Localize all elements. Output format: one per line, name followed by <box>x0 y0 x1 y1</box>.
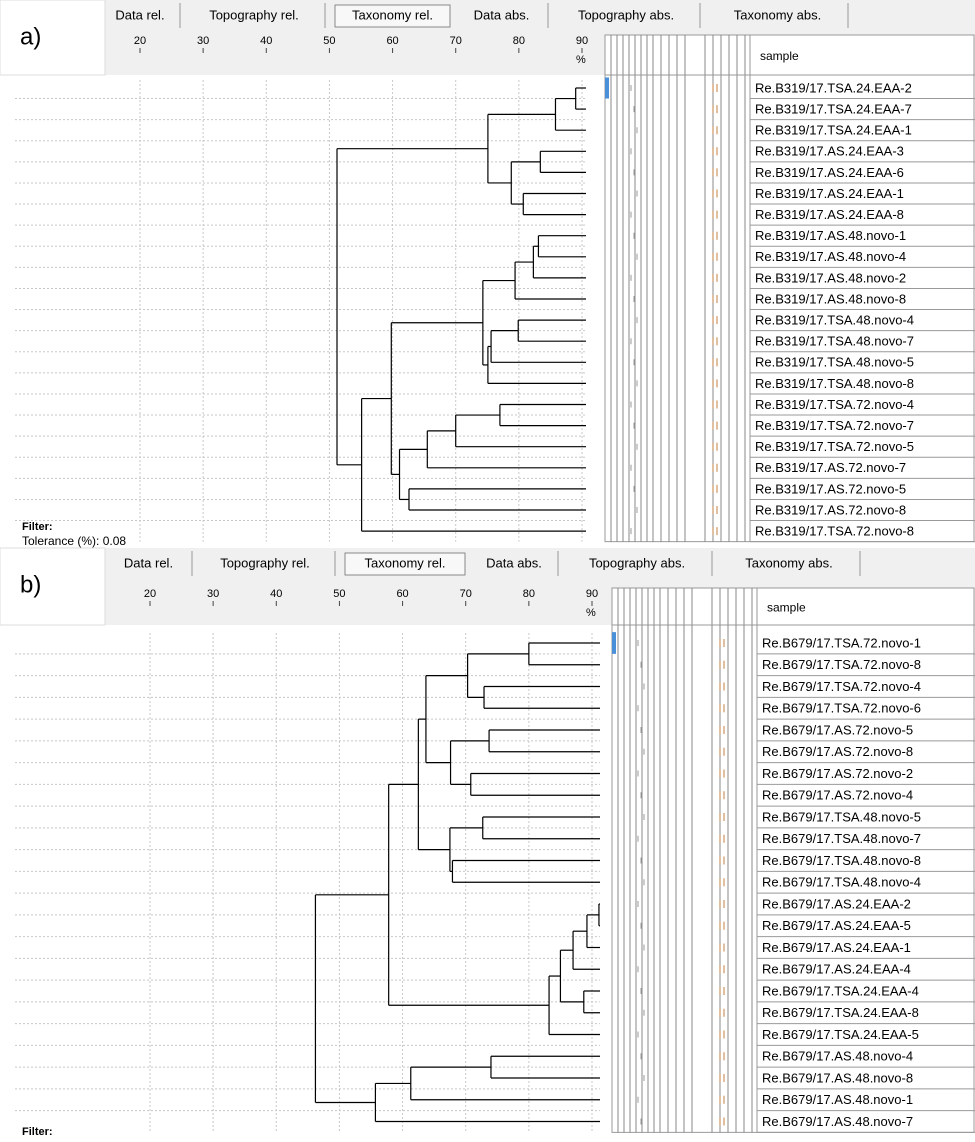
sample-name[interactable]: Re.B679/17.TSA.24.EAA-4 <box>762 983 919 998</box>
sample-name[interactable]: Re.B319/17.TSA.72.novo-5 <box>755 439 914 454</box>
column-header: sample <box>767 601 806 615</box>
x-tick-label: 80 <box>523 588 535 600</box>
x-tick-label: 20 <box>144 588 156 600</box>
sample-name[interactable]: Re.B319/17.AS.72.novo-7 <box>755 460 906 475</box>
sample-name[interactable]: Re.B679/17.AS.72.novo-2 <box>762 766 913 781</box>
dendrogram-area <box>10 80 588 542</box>
sample-name[interactable]: Re.B319/17.AS.48.novo-1 <box>755 228 906 243</box>
filter-label: Filter: <box>22 521 53 533</box>
label-box <box>0 548 105 625</box>
unit-label: % <box>576 54 586 66</box>
sample-name[interactable]: Re.B679/17.AS.24.EAA-2 <box>762 896 911 911</box>
x-tick-label: 30 <box>207 588 219 600</box>
sample-name[interactable]: Re.B319/17.TSA.72.novo-4 <box>755 397 914 412</box>
x-tick-label: 40 <box>260 35 272 47</box>
sample-name[interactable]: Re.B679/17.AS.72.novo-5 <box>762 722 913 737</box>
selection-marker <box>605 77 609 98</box>
sample-name[interactable]: Re.B679/17.AS.48.novo-4 <box>762 1049 913 1064</box>
sample-name[interactable]: Re.B679/17.TSA.24.EAA-8 <box>762 1005 919 1020</box>
x-tick-label: 90 <box>586 588 598 600</box>
sample-name[interactable]: Re.B679/17.AS.72.novo-8 <box>762 744 913 759</box>
sample-name[interactable]: Re.B679/17.TSA.48.novo-4 <box>762 875 921 890</box>
selection-marker <box>612 632 616 654</box>
x-tick-label: 50 <box>323 35 335 47</box>
panel-label: b) <box>20 571 41 598</box>
sample-name[interactable]: Re.B319/17.AS.48.novo-8 <box>755 291 906 306</box>
sample-name[interactable]: Re.B319/17.TSA.72.novo-7 <box>755 418 914 433</box>
sample-name[interactable]: Re.B319/17.AS.24.EAA-8 <box>755 207 904 222</box>
sample-name[interactable]: Re.B679/17.AS.48.novo-1 <box>762 1092 913 1107</box>
sample-name[interactable]: Re.B679/17.TSA.48.novo-5 <box>762 809 921 824</box>
sample-name[interactable]: Re.B319/17.TSA.72.novo-8 <box>755 524 914 539</box>
x-tick-label: 80 <box>513 35 525 47</box>
x-tick-label: 40 <box>270 588 282 600</box>
x-tick-label: 70 <box>460 588 472 600</box>
sample-name[interactable]: Re.B679/17.TSA.48.novo-7 <box>762 831 921 846</box>
x-tick-label: 20 <box>134 35 146 47</box>
sample-name[interactable]: Re.B679/17.AS.48.novo-8 <box>762 1070 913 1085</box>
sample-name[interactable]: Re.B319/17.AS.24.EAA-1 <box>755 186 904 201</box>
tab[interactable]: Taxonomy abs. <box>734 7 821 22</box>
sample-name[interactable]: Re.B679/17.TSA.72.novo-1 <box>762 635 921 650</box>
label-box <box>0 0 105 75</box>
sample-name[interactable]: Re.B679/17.TSA.24.EAA-5 <box>762 1027 919 1042</box>
sample-name[interactable]: Re.B319/17.TSA.48.novo-5 <box>755 355 914 370</box>
x-tick-label: 70 <box>450 35 462 47</box>
tab[interactable]: Data rel. <box>115 7 164 22</box>
sample-name[interactable]: Re.B679/17.TSA.72.novo-6 <box>762 701 921 716</box>
sample-name[interactable]: Re.B679/17.TSA.48.novo-8 <box>762 853 921 868</box>
tab[interactable]: Data rel. <box>124 555 173 570</box>
sample-name[interactable]: Re.B319/17.AS.72.novo-5 <box>755 481 906 496</box>
tab[interactable]: Topography rel. <box>220 555 310 570</box>
x-tick-label: 30 <box>197 35 209 47</box>
tab[interactable]: Taxonomy rel. <box>365 555 446 570</box>
panel: a) Data rel. Topography rel. Taxonomy rel. D… <box>0 0 975 548</box>
sample-name[interactable]: Re.B679/17.TSA.72.novo-4 <box>762 679 921 694</box>
screenshot: a) Data rel. Topography rel. Taxonomy rel. D… <box>0 0 975 1142</box>
sample-name[interactable]: Re.B319/17.AS.24.EAA-3 <box>755 144 904 159</box>
tab[interactable]: Topography abs. <box>589 555 685 570</box>
column-header: sample <box>760 49 799 63</box>
tab[interactable]: Taxonomy abs. <box>745 555 832 570</box>
sample-name[interactable]: Re.B319/17.AS.48.novo-4 <box>755 249 906 264</box>
sample-name[interactable]: Re.B319/17.AS.48.novo-2 <box>755 270 906 285</box>
sample-name[interactable]: Re.B319/17.TSA.24.EAA-2 <box>755 80 912 95</box>
x-tick-label: 50 <box>333 588 345 600</box>
tab[interactable]: Taxonomy rel. <box>352 7 433 22</box>
sample-name[interactable]: Re.B319/17.TSA.24.EAA-1 <box>755 123 912 138</box>
sample-name[interactable]: Re.B319/17.AS.72.novo-8 <box>755 502 906 517</box>
tab[interactable]: Topography rel. <box>209 7 299 22</box>
sample-name[interactable]: Re.B679/17.AS.24.EAA-5 <box>762 918 911 933</box>
sample-name[interactable]: Re.B319/17.TSA.48.novo-7 <box>755 334 914 349</box>
sample-name[interactable]: Re.B679/17.AS.24.EAA-4 <box>762 962 911 977</box>
sample-name[interactable]: Re.B319/17.AS.24.EAA-6 <box>755 165 904 180</box>
filter-label: Filter: <box>22 1126 53 1138</box>
sample-name[interactable]: Re.B679/17.TSA.72.novo-8 <box>762 657 921 672</box>
x-tick-label: 60 <box>386 35 398 47</box>
sample-name[interactable]: Re.B319/17.TSA.48.novo-8 <box>755 376 914 391</box>
sample-name[interactable]: Re.B319/17.TSA.24.EAA-7 <box>755 102 912 117</box>
x-tick-label: 90 <box>576 35 588 47</box>
unit-label: % <box>586 607 596 619</box>
sample-name[interactable]: Re.B319/17.TSA.48.novo-4 <box>755 313 914 328</box>
tab[interactable]: Data abs. <box>486 555 542 570</box>
sample-name[interactable]: Re.B679/17.AS.24.EAA-1 <box>762 940 911 955</box>
panel-label: a) <box>20 23 41 50</box>
x-tick-label: 60 <box>396 588 408 600</box>
tolerance-label: Tolerance (%): 0.08 <box>22 534 126 548</box>
tab[interactable]: Topography abs. <box>578 7 674 22</box>
panel: b) Data rel. Topography rel. Taxonomy rel. D… <box>0 548 975 1138</box>
sample-name[interactable]: Re.B679/17.AS.48.novo-7 <box>762 1114 913 1129</box>
sample-name[interactable]: Re.B679/17.AS.72.novo-4 <box>762 788 913 803</box>
tab[interactable]: Data abs. <box>474 7 530 22</box>
